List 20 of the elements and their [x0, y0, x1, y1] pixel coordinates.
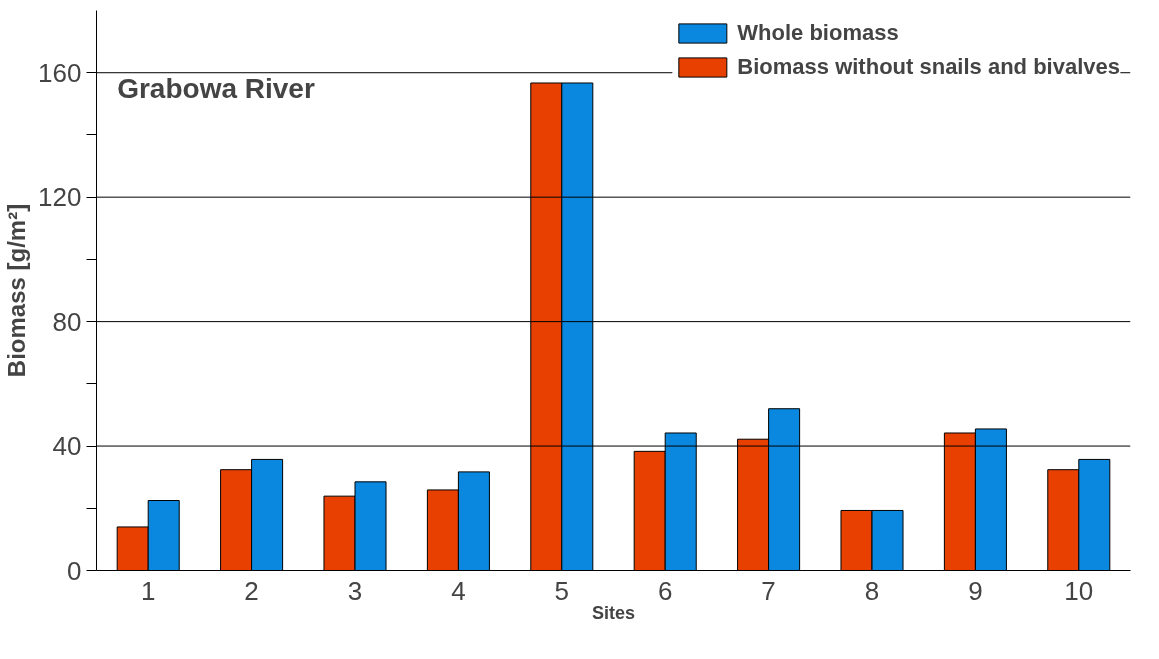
legend-label: Biomass without snails and bivalves	[737, 54, 1120, 80]
x-tick-label: 4	[451, 575, 466, 606]
x-tick-label: 1	[140, 575, 156, 606]
y-tick-label: 0	[67, 555, 82, 586]
x-tick-label: 10	[1064, 575, 1094, 606]
x-axis-title: Sites	[591, 602, 636, 623]
x-tick-label: 2	[244, 575, 259, 606]
x-tick-label: 6	[657, 575, 673, 606]
x-tick-label: 8	[864, 575, 880, 606]
x-tick-label: 7	[761, 575, 776, 606]
y-tick-label: 120	[38, 182, 82, 213]
y-tick-label: 160	[38, 57, 82, 88]
x-tick-label: 9	[968, 575, 983, 606]
legend-label: Whole biomass	[737, 20, 899, 46]
y-tick-label: 40	[52, 431, 82, 462]
y-tick-label: 80	[52, 306, 82, 337]
y-axis-title: Biomass [g/m²]	[3, 203, 31, 378]
x-tick-label: 3	[347, 575, 363, 606]
x-tick-label: 5	[554, 575, 570, 606]
text: Grabowa River	[117, 72, 315, 104]
